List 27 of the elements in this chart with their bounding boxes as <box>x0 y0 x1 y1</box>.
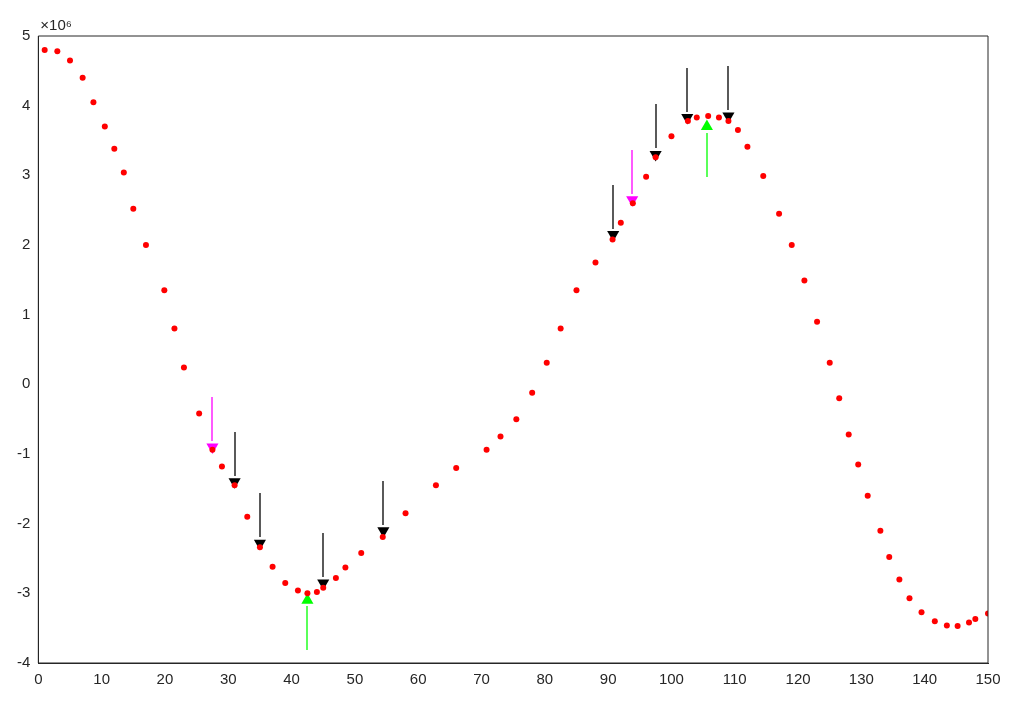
y-tick-label: 3 <box>21 165 31 183</box>
y-tick-label: -3 <box>16 583 31 601</box>
x-tick-label: 100 <box>658 670 684 688</box>
y-tick-label: -1 <box>16 444 31 462</box>
y-tick-label: 2 <box>21 235 31 253</box>
y-tick-label: 0 <box>21 374 31 392</box>
x-tick-label: 0 <box>34 670 43 688</box>
x-tick-label: 120 <box>785 670 811 688</box>
x-tick-label: 150 <box>975 670 1001 688</box>
x-tick-label: 50 <box>346 670 364 688</box>
text: ×10⁶ <box>40 15 72 33</box>
x-tick-label: 110 <box>722 670 747 688</box>
x-tick-label: 140 <box>912 670 938 688</box>
x-tick-label: 40 <box>283 670 300 688</box>
y-tick-label: -4 <box>16 653 31 671</box>
x-tick-label: 20 <box>156 670 174 688</box>
y-tick-label: -2 <box>16 513 31 531</box>
x-tick-label: 70 <box>473 670 490 688</box>
y-tick-label: 4 <box>21 95 31 113</box>
x-tick-label: 80 <box>536 670 554 688</box>
y-tick-label: 1 <box>21 304 31 322</box>
x-tick-label: 60 <box>409 670 427 688</box>
x-tick-label: 90 <box>599 670 617 688</box>
x-tick-label: 10 <box>93 670 110 688</box>
y-tick-label: 5 <box>21 26 31 44</box>
x-tick-label: 30 <box>219 670 237 688</box>
x-tick-label: 130 <box>848 670 874 688</box>
